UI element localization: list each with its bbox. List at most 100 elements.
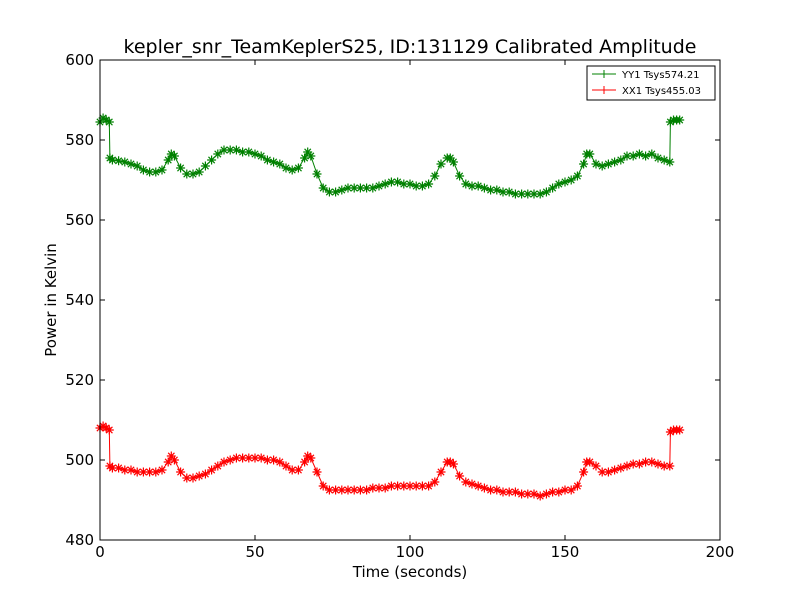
data-point xyxy=(331,187,341,197)
data-point xyxy=(176,163,186,173)
data-point xyxy=(622,461,632,471)
data-point xyxy=(616,155,626,165)
data-point xyxy=(535,491,545,501)
legend-box xyxy=(586,65,716,101)
data-point xyxy=(647,457,657,467)
data-point xyxy=(238,453,248,463)
data-point xyxy=(244,453,254,463)
data-point xyxy=(510,189,520,199)
legend: YY1 Tsys574.21 XX1 Tsys455.03 xyxy=(586,65,716,101)
data-point xyxy=(337,485,347,495)
data-point xyxy=(622,151,632,161)
data-point xyxy=(541,187,551,197)
data-point xyxy=(467,479,477,489)
data-point xyxy=(504,187,514,197)
data-point xyxy=(120,157,130,167)
data-point xyxy=(318,183,328,193)
data-point xyxy=(560,177,570,187)
data-point xyxy=(166,451,176,461)
data-point xyxy=(393,177,403,187)
data-point xyxy=(523,189,533,199)
data-point xyxy=(634,459,644,469)
data-point xyxy=(219,145,229,155)
data-point xyxy=(479,483,489,493)
data-point xyxy=(287,465,297,475)
data-point xyxy=(269,455,279,465)
data-point xyxy=(579,159,589,169)
data-point xyxy=(188,473,198,483)
data-point xyxy=(200,469,210,479)
data-point xyxy=(225,455,235,465)
data-point xyxy=(349,183,359,193)
data-point xyxy=(579,467,589,477)
data-point xyxy=(157,165,167,175)
data-point xyxy=(566,485,576,495)
data-point xyxy=(306,151,316,161)
x-axis-label: Time (seconds) xyxy=(352,563,468,581)
data-point xyxy=(145,467,155,477)
data-point xyxy=(523,489,533,499)
data-point xyxy=(665,461,675,471)
data-point xyxy=(163,155,173,165)
data-point xyxy=(498,187,508,197)
data-point xyxy=(591,159,601,169)
data-point xyxy=(572,481,582,491)
data-point xyxy=(455,171,465,181)
data-point xyxy=(194,471,204,481)
data-point xyxy=(293,163,303,173)
data-point xyxy=(529,189,539,199)
data-point xyxy=(300,457,310,467)
data-point xyxy=(331,485,341,495)
data-point xyxy=(610,157,620,167)
y-tick-label: 520 xyxy=(65,371,94,389)
data-point xyxy=(244,147,254,157)
data-point xyxy=(405,179,415,189)
data-point xyxy=(269,157,279,167)
data-point xyxy=(238,147,248,157)
data-point xyxy=(380,483,390,493)
data-point xyxy=(104,425,114,435)
data-point xyxy=(510,487,520,497)
data-point xyxy=(355,485,365,495)
data-point xyxy=(473,481,483,491)
data-point xyxy=(405,481,415,491)
data-point xyxy=(424,481,434,491)
data-point xyxy=(324,485,334,495)
data-point xyxy=(675,425,685,435)
data-point xyxy=(399,179,409,189)
data-point xyxy=(548,487,558,497)
data-point xyxy=(262,455,272,465)
data-point xyxy=(188,169,198,179)
data-point xyxy=(126,465,136,475)
data-point xyxy=(535,189,545,199)
data-point xyxy=(585,149,595,159)
data-point xyxy=(647,149,657,159)
data-point xyxy=(306,453,316,463)
x-tick-label: 200 xyxy=(706,543,735,561)
data-point xyxy=(337,185,347,195)
data-point xyxy=(591,461,601,471)
data-point xyxy=(98,421,108,431)
legend-marker xyxy=(600,70,608,78)
data-point xyxy=(132,467,142,477)
legend-entry: XX1 Tsys455.03 xyxy=(592,86,701,97)
chart-title: kepler_snr_TeamKeplerS25, ID:131129 Cali… xyxy=(124,36,697,58)
data-point xyxy=(250,149,260,159)
data-point xyxy=(653,459,663,469)
data-point xyxy=(461,477,471,487)
data-point xyxy=(560,485,570,495)
data-point xyxy=(219,457,229,467)
data-point xyxy=(151,167,161,177)
legend-marker xyxy=(600,86,608,94)
x-axis: 0 50 100 150 200 xyxy=(95,60,734,561)
x-tick-label: 100 xyxy=(396,543,425,561)
y-tick-label: 540 xyxy=(65,291,94,309)
data-point xyxy=(554,179,564,189)
data-point xyxy=(114,156,124,166)
data-point xyxy=(343,485,353,495)
legend-label: YY1 Tsys574.21 xyxy=(621,70,700,81)
data-point xyxy=(445,153,455,163)
data-point xyxy=(448,157,458,167)
x-tick-label: 50 xyxy=(245,543,264,561)
data-point xyxy=(107,155,117,165)
